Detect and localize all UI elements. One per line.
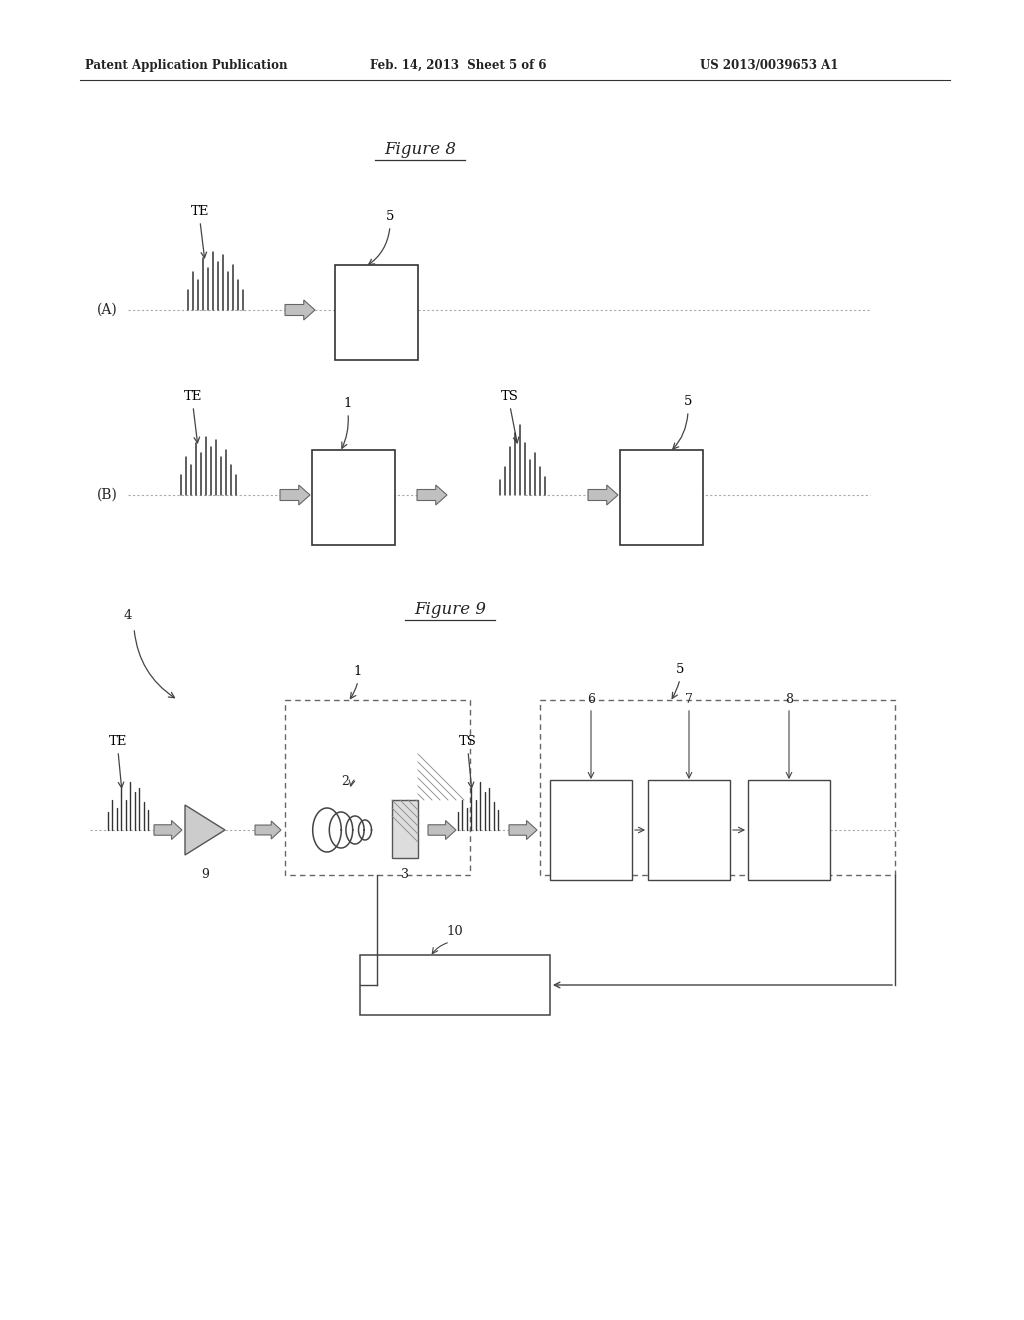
Text: 6: 6 — [587, 693, 595, 706]
Text: (A): (A) — [97, 304, 118, 317]
Text: 1: 1 — [344, 397, 352, 411]
Polygon shape — [509, 821, 537, 840]
Bar — [748, 780, 830, 880]
Polygon shape — [154, 821, 182, 840]
Text: US 2013/0039653 A1: US 2013/0039653 A1 — [700, 58, 839, 71]
Text: 4: 4 — [124, 609, 132, 622]
Bar — [312, 450, 395, 545]
Text: (B): (B) — [97, 488, 118, 502]
Bar — [285, 700, 470, 875]
Polygon shape — [417, 484, 447, 506]
Polygon shape — [428, 821, 456, 840]
Text: 7: 7 — [685, 693, 693, 706]
Bar — [620, 450, 703, 545]
Text: Feb. 14, 2013  Sheet 5 of 6: Feb. 14, 2013 Sheet 5 of 6 — [370, 58, 547, 71]
Text: 2: 2 — [341, 775, 349, 788]
Bar — [550, 780, 632, 880]
Text: TS: TS — [459, 735, 477, 748]
Bar — [335, 265, 418, 360]
Text: TE: TE — [190, 205, 209, 218]
Text: 5: 5 — [676, 663, 684, 676]
Text: 5: 5 — [386, 210, 394, 223]
Text: 3: 3 — [401, 869, 409, 880]
Text: Figure 9: Figure 9 — [414, 601, 486, 618]
Text: TS: TS — [501, 389, 519, 403]
Text: TE: TE — [184, 389, 202, 403]
Polygon shape — [255, 821, 281, 840]
Text: 1: 1 — [354, 665, 362, 678]
Polygon shape — [285, 300, 315, 319]
Text: 9: 9 — [201, 869, 209, 880]
Bar — [648, 780, 730, 880]
Text: 5: 5 — [684, 395, 692, 408]
Polygon shape — [185, 805, 225, 855]
Text: TE: TE — [109, 735, 127, 748]
Bar — [360, 954, 550, 1015]
Polygon shape — [588, 484, 618, 506]
Text: 10: 10 — [446, 925, 464, 939]
Polygon shape — [280, 484, 310, 506]
Text: Patent Application Publication: Patent Application Publication — [85, 58, 288, 71]
Bar — [392, 800, 418, 858]
Text: Figure 8: Figure 8 — [384, 141, 456, 158]
Bar — [540, 700, 895, 875]
Text: 8: 8 — [785, 693, 793, 706]
